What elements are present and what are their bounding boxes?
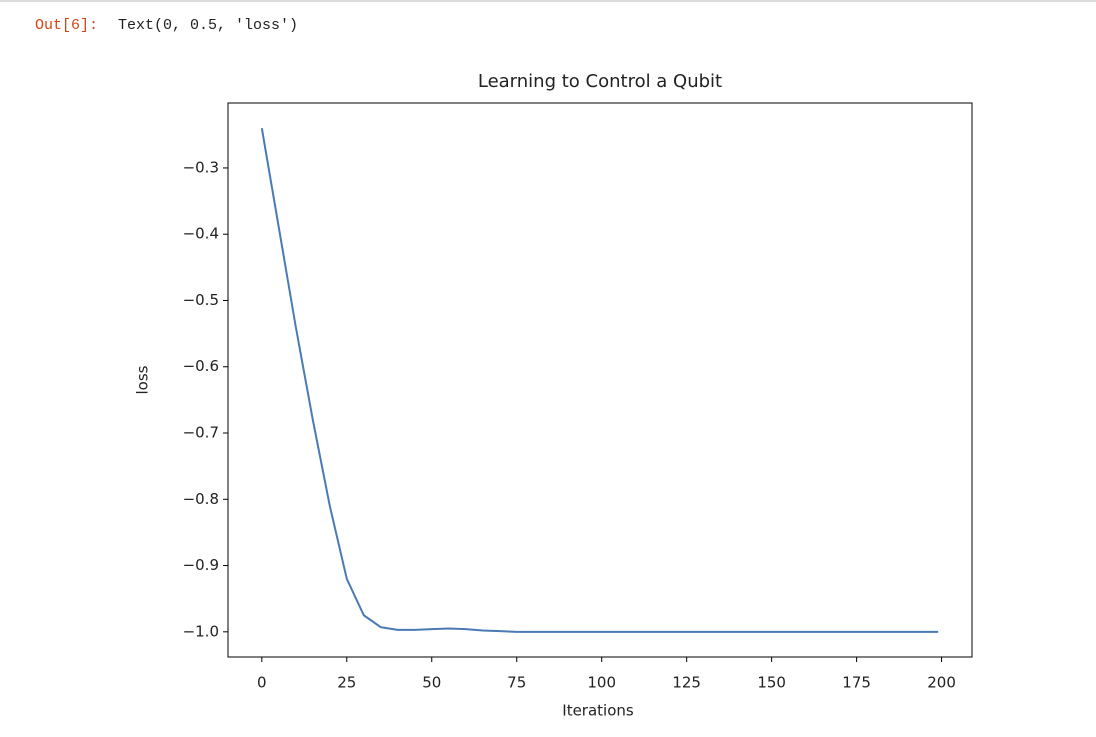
chart-title: Learning to Control a Qubit <box>478 71 722 92</box>
axes-frame <box>227 102 973 658</box>
x-tick-label: 175 <box>842 674 871 692</box>
y-tick-label: −0.6 <box>183 357 219 375</box>
x-tick-label: 0 <box>257 674 267 692</box>
y-axis-label: loss <box>134 365 152 394</box>
x-tick-label: 25 <box>337 674 356 692</box>
loss-line <box>260 128 939 633</box>
y-tick-label: −0.3 <box>183 158 219 176</box>
y-tick-label: −0.7 <box>183 424 219 442</box>
x-tick-label: 150 <box>757 674 786 692</box>
x-tick-label: 50 <box>422 674 441 692</box>
y-tick-label: −0.4 <box>183 225 219 243</box>
x-tick-label: 100 <box>587 674 616 692</box>
x-tick-label: 125 <box>672 674 701 692</box>
y-tick-label: −1.0 <box>183 622 219 640</box>
x-tick-label: 75 <box>507 674 526 692</box>
output-text: Text(0, 0.5, 'loss') <box>118 17 298 34</box>
out-prompt: Out[6]: <box>35 17 98 34</box>
y-tick-label: −0.9 <box>183 556 219 574</box>
x-axis-label: Iterations <box>562 702 634 720</box>
y-tick-label: −0.5 <box>183 291 219 309</box>
x-tick-label: 200 <box>927 674 956 692</box>
y-tick-label: −0.8 <box>183 490 219 508</box>
